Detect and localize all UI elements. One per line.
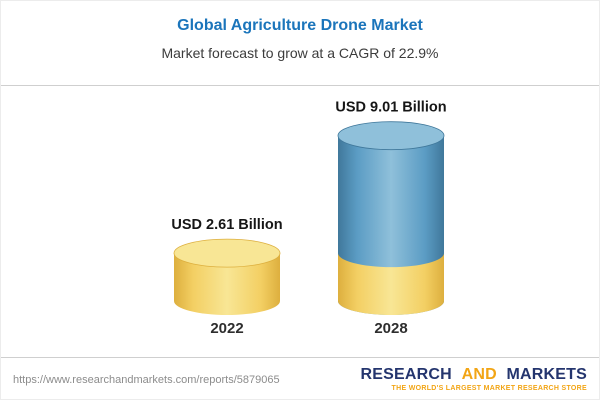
report-url-link[interactable]: https://www.researchandmarkets.com/repor… [13, 373, 280, 386]
logo-word-research: RESEARCH [360, 365, 452, 383]
category-label-2028: 2028 [374, 320, 407, 337]
research-and-markets-logo: RESEARCH AND MARKETS THE WORLD'S LARGEST… [361, 366, 587, 393]
logo-word-and: AND [461, 365, 497, 383]
category-label-2022: 2022 [210, 320, 243, 337]
header-divider [1, 85, 599, 86]
chart-area: USD 2.61 Billion USD 9.01 Billion 2022 2… [1, 89, 599, 347]
footer-divider [1, 357, 599, 358]
value-label-2022: USD 2.61 Billion [171, 217, 282, 233]
logo-word-markets: MARKETS [506, 365, 587, 383]
logo-tagline: THE WORLD'S LARGEST MARKET RESEARCH STOR… [391, 385, 587, 393]
cylinder-top-2028 [337, 121, 445, 151]
value-label-2028: USD 9.01 Billion [335, 100, 446, 116]
cylinder-top-2022 [173, 238, 281, 268]
cylinder-bar-2028 [337, 121, 445, 315]
footer: https://www.researchandmarkets.com/repor… [1, 358, 599, 399]
bars-group [173, 121, 445, 315]
chart-title: Global Agriculture Drone Market [177, 17, 423, 34]
logo-wordmark: RESEARCH AND MARKETS [361, 366, 587, 384]
chart-subtitle: Market forecast to grow at a CAGR of 22.… [161, 45, 439, 61]
base-segment-2022-in-2028 [338, 253, 445, 315]
cylinder-bar-chart: USD 2.61 Billion USD 9.01 Billion 2022 2… [171, 100, 446, 337]
cylinder-bar-2022 [173, 238, 281, 315]
